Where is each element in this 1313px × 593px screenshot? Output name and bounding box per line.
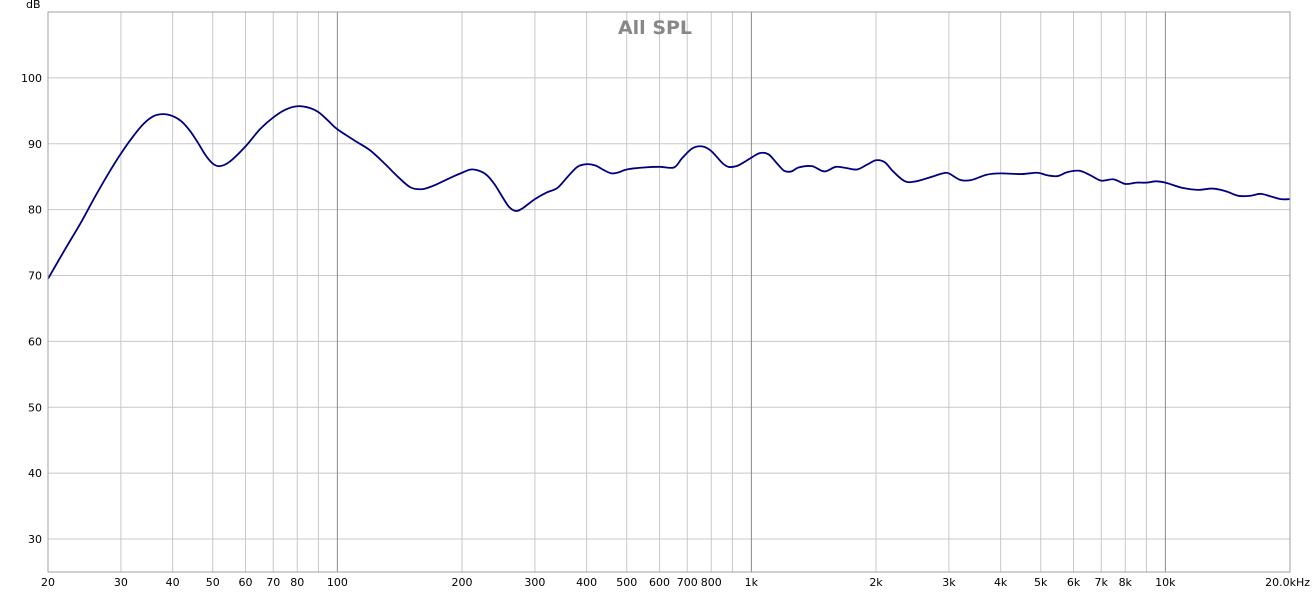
axis-labels: 30 40 50 60 70 80 90 100 20 30 40 50 60 70 80 100 200 300… [21, 72, 1310, 589]
y-tick-label: 40 [28, 467, 42, 480]
x-tick-label: 70 [266, 576, 280, 589]
series-layer [47, 105, 1291, 280]
y-tick-label: 90 [28, 138, 42, 151]
x-tick-label: 10k [1155, 576, 1176, 589]
x-tick-label: 2k [869, 576, 883, 589]
grid-layer [48, 12, 1290, 572]
x-tick-label: 100 [327, 576, 348, 589]
x-tick-label: 7k [1095, 576, 1109, 589]
y-tick-label: 70 [28, 270, 42, 283]
y-tick-label: 30 [28, 533, 42, 546]
x-tick-label: 700 [677, 576, 698, 589]
x-tick-label: 5k [1034, 576, 1048, 589]
x-tick-label: 4k [994, 576, 1008, 589]
x-tick-label: 80 [290, 576, 304, 589]
x-tick-label: 600 [649, 576, 670, 589]
x-tick-label: 60 [239, 576, 253, 589]
spl-series-line [47, 105, 1291, 280]
x-tick-label: 20.0kHz [1265, 576, 1310, 589]
x-tick-label: 20 [41, 576, 55, 589]
x-tick-label: 40 [166, 576, 180, 589]
x-tick-label: 30 [114, 576, 128, 589]
x-tick-label: 500 [616, 576, 637, 589]
x-tick-label: 400 [576, 576, 597, 589]
plot-frame [47, 11, 1291, 573]
x-tick-label: 8k [1119, 576, 1133, 589]
y-axis-label: dB [26, 0, 41, 11]
y-tick-label: 50 [28, 401, 42, 414]
x-tick-label: 50 [206, 576, 220, 589]
x-tick-label: 3k [942, 576, 956, 589]
x-tick-label: 300 [524, 576, 545, 589]
y-tick-label: 100 [21, 72, 42, 85]
chart-title: All SPL [618, 17, 692, 39]
y-tick-label: 80 [28, 204, 42, 217]
y-tick-label: 60 [28, 335, 42, 348]
x-tick-label: 200 [452, 576, 473, 589]
x-tick-label: 6k [1067, 576, 1081, 589]
x-tick-label: 1k [745, 576, 759, 589]
x-tick-label: 800 [701, 576, 722, 589]
